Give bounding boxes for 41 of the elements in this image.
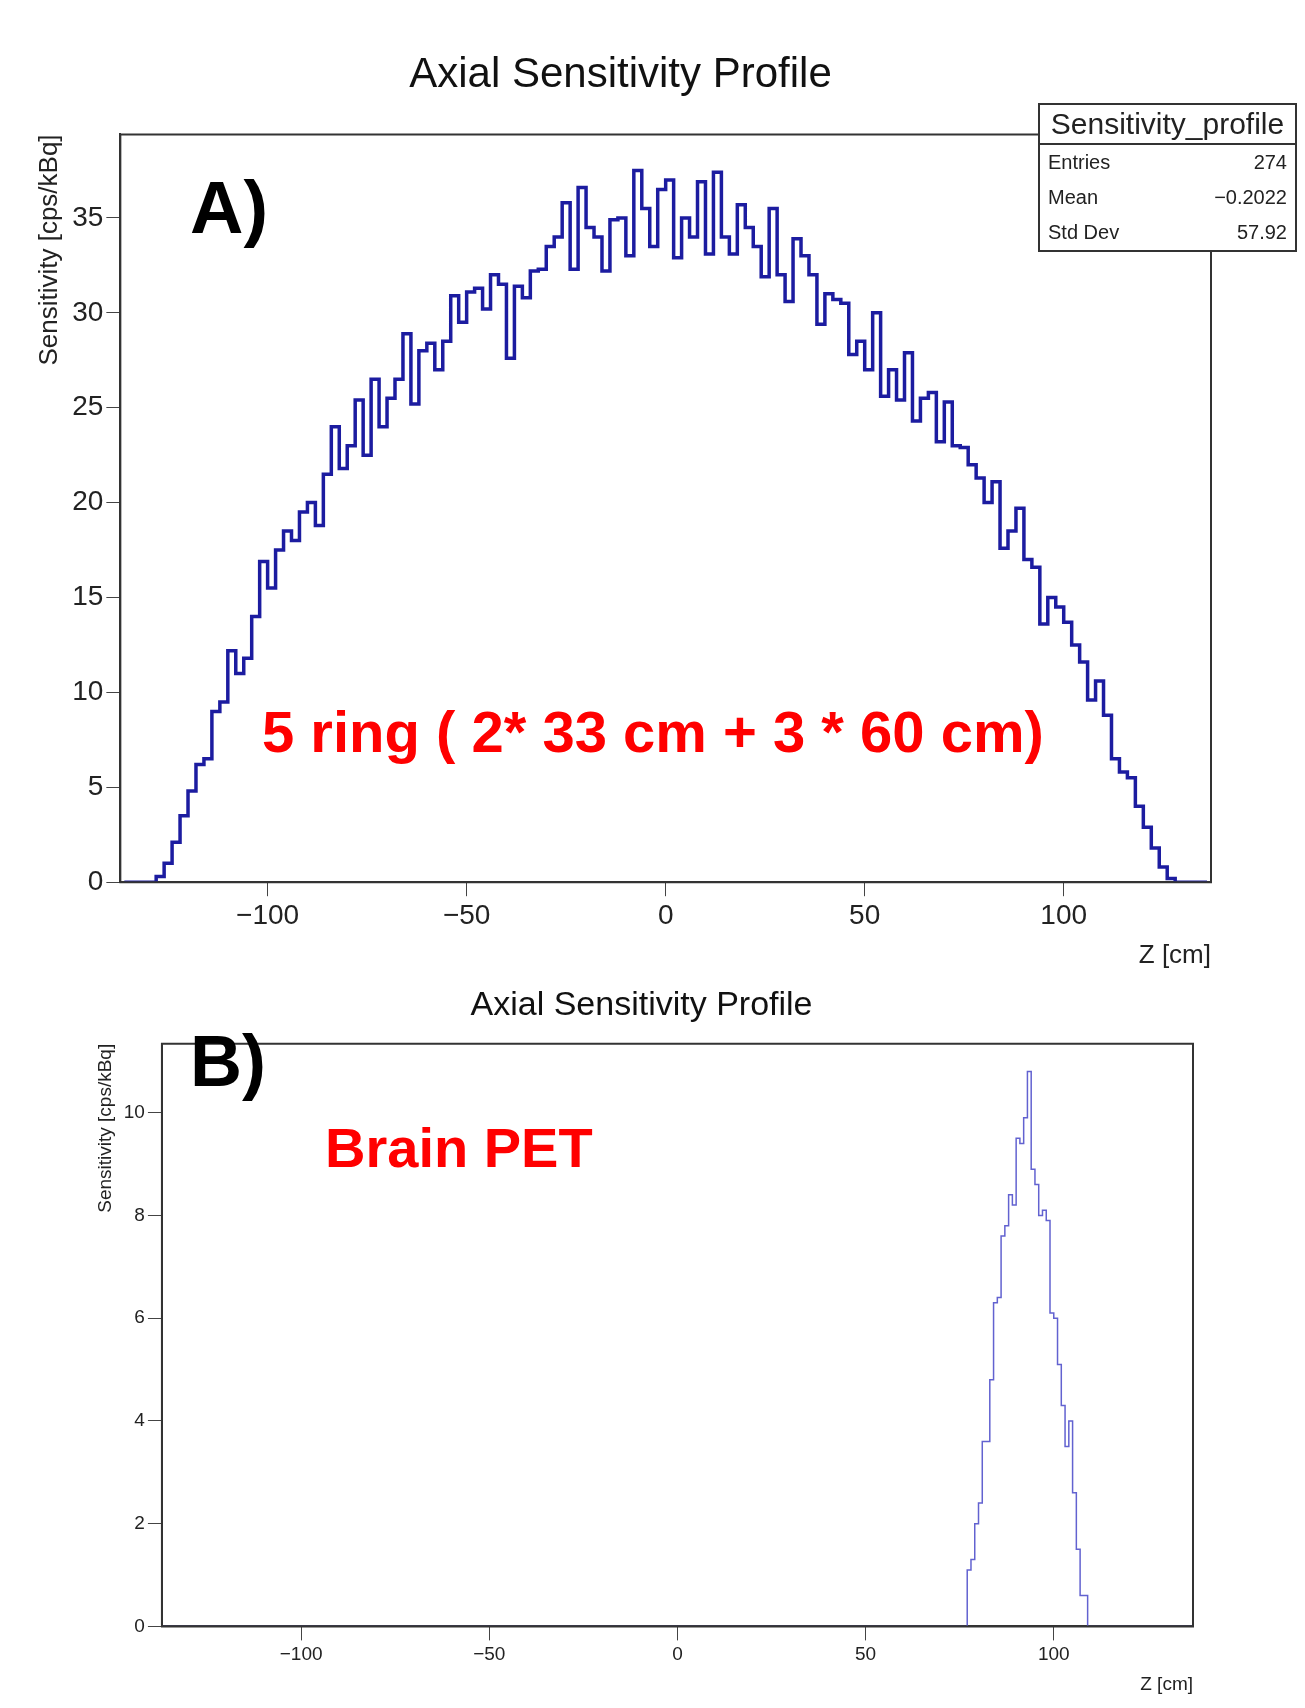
y-tick-label: 20 (72, 485, 104, 517)
y-axis-title: Sensitivity [cps/kBq] (93, 1043, 115, 1213)
y-tick-label: 0 (134, 1614, 145, 1636)
x-tick-label: −100 (236, 898, 300, 930)
y-tick-label: 10 (123, 1100, 145, 1122)
text: −0.2022 (1214, 186, 1287, 209)
x-axis-title: Z [cm] (1138, 938, 1211, 969)
chart-title: Axial Sensitivity Profile (470, 983, 813, 1022)
x-tick-label: −50 (473, 1643, 506, 1665)
y-tick-label: 0 (87, 864, 104, 896)
x-tick-label: 100 (1040, 898, 1088, 930)
y-tick-label: 15 (72, 580, 104, 612)
y-tick-label: 2 (134, 1511, 145, 1533)
x-tick-label: 100 (1037, 1643, 1070, 1665)
annotation: Sensitivity_profile (1040, 105, 1295, 145)
y-tick-label: 4 (134, 1409, 146, 1431)
x-tick-label: 50 (855, 1643, 877, 1665)
annotation: Entries (1048, 151, 1111, 174)
annotation: B) (190, 1020, 266, 1102)
y-tick-label: 25 (72, 390, 104, 422)
text: 57.92 (1236, 221, 1287, 244)
chart-title: Axial Sensitivity Profile (409, 48, 832, 96)
x-tick-label: −50 (442, 898, 491, 930)
annotation: Brain PET (325, 1115, 593, 1180)
y-tick-label: 6 (134, 1306, 145, 1328)
x-tick-label: 50 (849, 898, 881, 930)
annotation: A) (190, 165, 269, 250)
x-tick-label: −100 (279, 1643, 323, 1665)
text: 274 (1253, 151, 1287, 174)
x-tick-label: 0 (672, 1643, 683, 1665)
y-tick-label: 8 (134, 1203, 145, 1225)
y-tick-label: 30 (72, 295, 104, 327)
annotation: Std Dev (1048, 221, 1120, 244)
x-axis-title: Z [cm] (1140, 1672, 1193, 1694)
y-axis-title: Sensitivity [cps/kBq] (32, 134, 63, 366)
annotation: Mean (1048, 186, 1099, 209)
y-tick-label: 10 (72, 675, 104, 707)
x-tick-label: 0 (657, 898, 674, 930)
y-tick-label: 5 (87, 770, 104, 802)
y-tick-label: 35 (72, 200, 104, 232)
annotation: 5 ring ( 2* 33 cm + 3 * 60 cm) (262, 698, 1044, 765)
